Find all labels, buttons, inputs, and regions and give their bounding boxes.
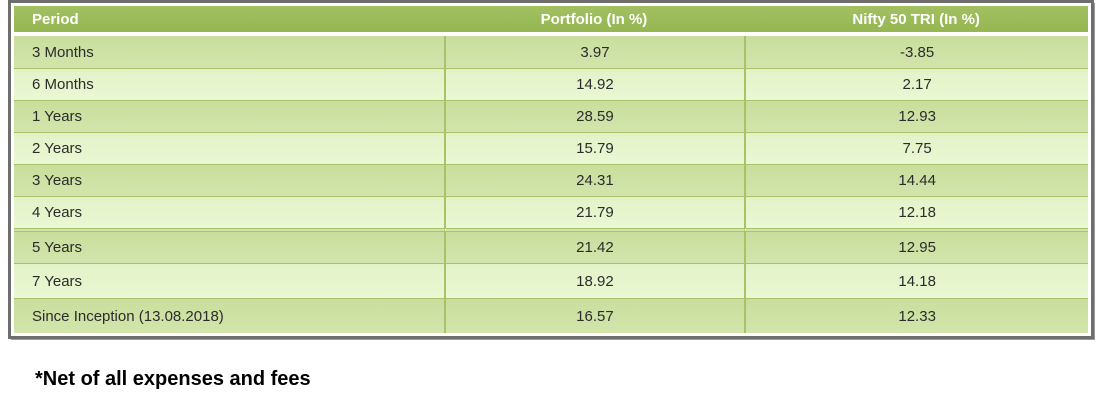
period-cell: 6 Months <box>14 68 444 100</box>
portfolio-cell: 3.97 <box>443 36 745 68</box>
table-row: Since Inception (13.08.2018) 16.57 12.33 <box>14 298 1088 333</box>
portfolio-cell: 14.92 <box>443 68 745 100</box>
period-cell: 1 Years <box>14 100 444 132</box>
table-row: 1 Years 28.59 12.93 <box>14 100 1088 132</box>
period-cell: 3 Months <box>14 36 444 68</box>
table-row: 5 Years 21.42 12.95 <box>14 228 1088 263</box>
period-cell: 2 Years <box>14 132 444 164</box>
nifty-50-tri-cell: 12.95 <box>744 228 1088 263</box>
column-header-period: Period <box>14 6 444 36</box>
portfolio-cell: 18.92 <box>443 263 745 298</box>
period-cell: 4 Years <box>14 196 444 228</box>
nifty-50-tri-cell: 12.18 <box>744 196 1088 228</box>
footnote: *Net of all expenses and fees <box>35 368 311 390</box>
nifty-50-tri-cell: 14.18 <box>744 263 1088 298</box>
header-row: Period Portfolio (In %) Nifty 50 TRI (In… <box>14 6 1088 36</box>
portfolio-cell: 21.42 <box>443 228 745 263</box>
nifty-50-tri-cell: 7.75 <box>744 132 1088 164</box>
table-row: 2 Years 15.79 7.75 <box>14 132 1088 164</box>
column-header-nifty-50-tri: Nifty 50 TRI (In %) <box>744 6 1088 36</box>
table-row: 6 Months 14.92 2.17 <box>14 68 1088 100</box>
table-row: 7 Years 18.92 14.18 <box>14 263 1088 298</box>
table-row: 3 Months 3.97 -3.85 <box>14 36 1088 68</box>
portfolio-cell: 15.79 <box>443 132 745 164</box>
performance-table-frame: Period Portfolio (In %) Nifty 50 TRI (In… <box>8 0 1094 339</box>
period-cell: 7 Years <box>14 263 444 298</box>
table-row: 4 Years 21.79 12.18 <box>14 196 1088 228</box>
performance-table: Period Portfolio (In %) Nifty 50 TRI (In… <box>14 6 1088 333</box>
period-cell: Since Inception (13.08.2018) <box>14 298 444 333</box>
portfolio-cell: 24.31 <box>443 164 745 196</box>
table-header: Period Portfolio (In %) Nifty 50 TRI (In… <box>14 6 1088 36</box>
column-header-portfolio: Portfolio (In %) <box>443 6 745 36</box>
nifty-50-tri-cell: -3.85 <box>744 36 1088 68</box>
period-cell: 5 Years <box>14 228 444 263</box>
nifty-50-tri-cell: 14.44 <box>744 164 1088 196</box>
portfolio-cell: 16.57 <box>443 298 745 333</box>
period-cell: 3 Years <box>14 164 444 196</box>
table-row: 3 Years 24.31 14.44 <box>14 164 1088 196</box>
nifty-50-tri-cell: 12.93 <box>744 100 1088 132</box>
table-body: 3 Months 3.97 -3.85 6 Months 14.92 2.17 1 Year… <box>14 36 1088 333</box>
portfolio-cell: 28.59 <box>443 100 745 132</box>
nifty-50-tri-cell: 12.33 <box>744 298 1088 333</box>
nifty-50-tri-cell: 2.17 <box>744 68 1088 100</box>
portfolio-cell: 21.79 <box>443 196 745 228</box>
